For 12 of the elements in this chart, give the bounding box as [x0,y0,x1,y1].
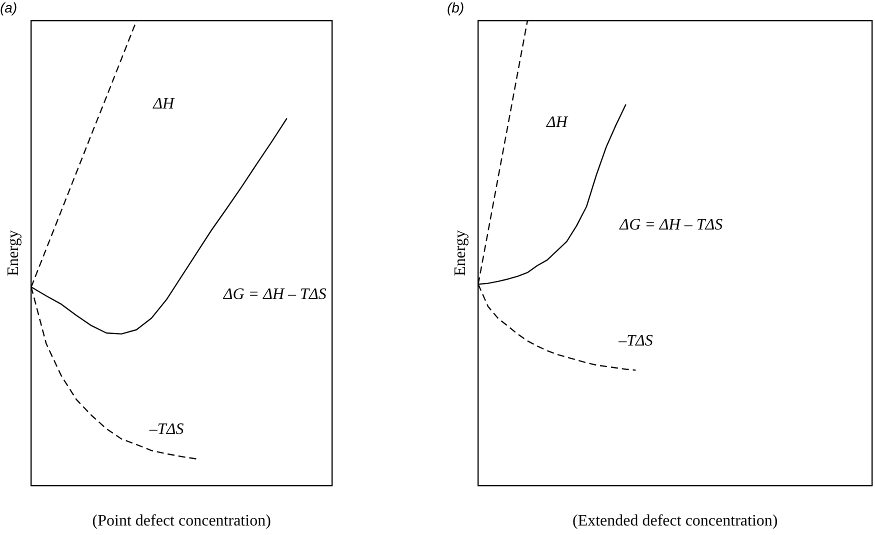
annotation: ΔG = ΔH – TΔS [618,216,723,234]
y-axis-title: Energy [4,230,22,276]
annotation: ΔH [545,114,569,132]
x-axis-title: (Point defect concentration) [92,512,271,530]
chart-title: (a) [0,0,18,16]
annotation: ΔG = ΔH – TΔS [222,286,326,304]
annotation: –TΔS [148,420,184,438]
chart-title: (b) [447,0,464,16]
y-axis-title: Energy [452,230,469,276]
x-axis-title: (Extended defect concentration) [572,512,778,530]
annotation: –TΔS [618,332,653,350]
annotation: ΔH [152,96,176,113]
